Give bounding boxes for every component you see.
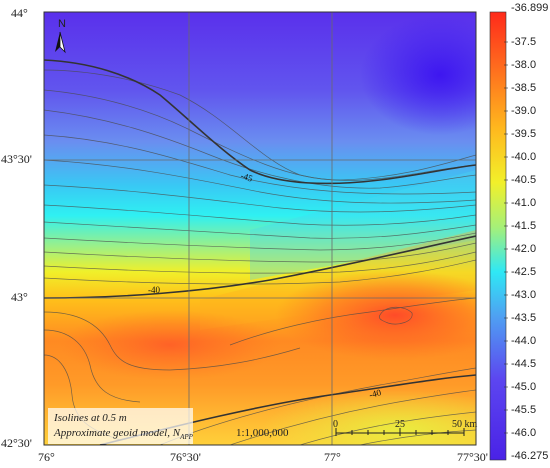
colorbar-label: -40.5 <box>511 174 537 186</box>
colorbar-label: -41.0 <box>511 197 537 209</box>
north-label: N <box>58 18 66 30</box>
colorbar-label: -46.0 <box>511 427 537 439</box>
contour-label-2: -40 <box>148 285 160 295</box>
lon-label-76: 76° <box>38 450 55 464</box>
scale-bar <box>335 428 465 436</box>
contour-label-1: -45 <box>239 170 254 183</box>
contour-label-3: -40 <box>368 387 383 400</box>
lat-label-43: 43° <box>11 290 28 304</box>
colorbar-label: -39.0 <box>511 105 537 117</box>
colorbar-label: -44.0 <box>511 335 537 347</box>
colorbar-label: -37.5 <box>511 36 537 48</box>
contour-lines <box>44 69 476 445</box>
colorbar-label: -38.5 <box>511 82 537 94</box>
colorbar <box>489 11 507 461</box>
north-arrow-icon <box>55 31 66 54</box>
scale-tick-50km: 50 km <box>452 419 478 430</box>
low-anomaly-area <box>360 15 476 135</box>
colorbar-label: -39.5 <box>511 128 537 140</box>
lat-label-43-30: 43°30' <box>1 152 32 166</box>
colorbar-label: -40.0 <box>511 151 537 163</box>
lon-label-77: 77° <box>324 450 341 464</box>
colorbar-label: -42.0 <box>511 243 537 255</box>
colorbar-label: -42.5 <box>511 266 537 278</box>
colorbar-label: -46.275 <box>511 450 549 462</box>
colorbar-label: -45.0 <box>511 381 537 393</box>
colorbar-label: -36.899 <box>511 2 549 14</box>
lon-label-77-30: 77°30' <box>457 450 488 464</box>
lat-label-42-30: 42°30' <box>1 436 32 450</box>
colorbar-label: -41.5 <box>511 220 537 232</box>
map-frame <box>43 11 477 446</box>
scale-tick-25: 25 <box>395 419 405 430</box>
lat-label-44: 44° <box>11 6 28 20</box>
legend-isolines-text: Isolines at 0.5 m <box>54 412 127 424</box>
map-legend: Isolines at 0.5 m Approximate geoid mode… <box>48 408 193 444</box>
colorbar-label: -45.5 <box>511 404 537 416</box>
scale-tick-0: 0 <box>333 419 338 430</box>
graticule <box>44 12 476 445</box>
scale-ratio: 1:1,000,000 <box>236 427 289 439</box>
colorbar-label: -44.5 <box>511 358 537 370</box>
colorbar-label: -43.5 <box>511 312 537 324</box>
high-anomaly-area <box>275 270 476 360</box>
legend-model-text: Approximate geoid model, NAPP <box>54 427 193 442</box>
colorbar-label: -43.0 <box>511 289 537 301</box>
colorbar-label: -38.0 <box>511 59 537 71</box>
lon-label-76-30: 76°30' <box>170 450 201 464</box>
